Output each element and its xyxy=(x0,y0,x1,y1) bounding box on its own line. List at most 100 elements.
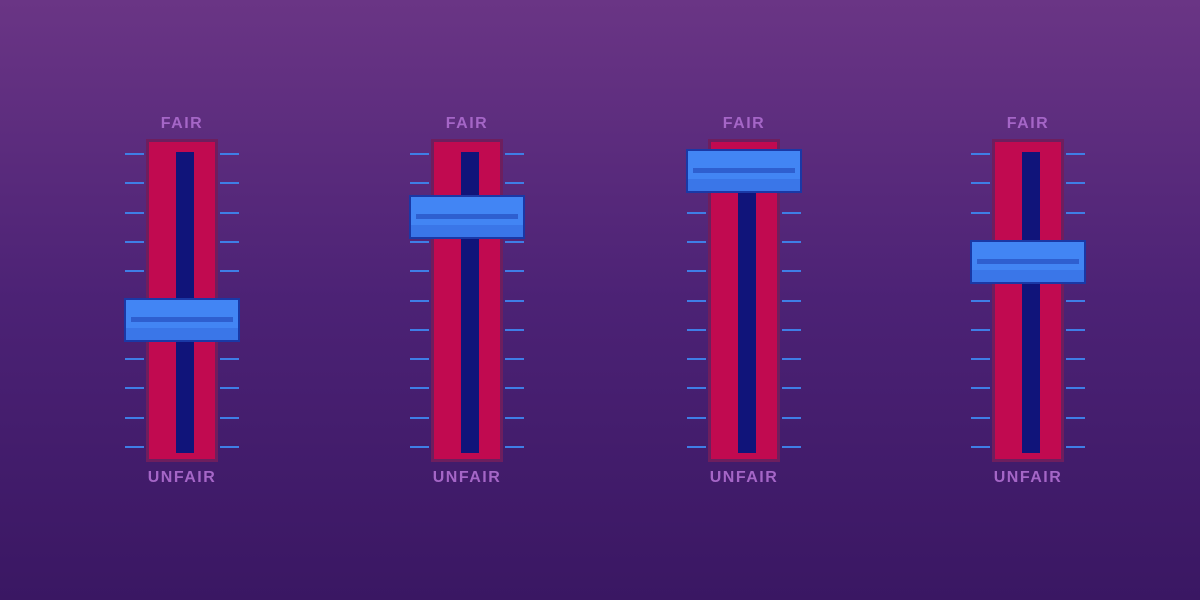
fader-2: FAIR UNFAIR xyxy=(387,0,547,600)
tick-mark xyxy=(971,328,990,331)
tick-mark xyxy=(220,211,239,214)
tick-mark xyxy=(410,387,429,390)
tick-mark xyxy=(1066,387,1085,390)
tick-mark xyxy=(220,358,239,361)
tick-mark xyxy=(505,416,524,419)
tick-mark xyxy=(971,211,990,214)
handle-grip-line xyxy=(416,213,518,219)
tick-mark xyxy=(1066,358,1085,361)
handle-grip-line xyxy=(977,258,1079,264)
tick-mark xyxy=(971,446,990,448)
fader-1-handle[interactable] xyxy=(124,297,240,342)
tick-mark xyxy=(1066,153,1085,155)
tick-mark xyxy=(505,182,524,185)
tick-mark xyxy=(505,299,524,302)
fader-3-unfair-label: UNFAIR xyxy=(709,469,779,486)
fader-1: FAIR UNFAIR xyxy=(102,0,262,600)
tick-mark xyxy=(220,270,239,273)
tick-mark xyxy=(410,446,429,448)
fader-2-unfair-label: UNFAIR xyxy=(432,469,502,486)
tick-mark xyxy=(971,299,990,302)
tick-mark xyxy=(220,182,239,185)
tick-mark xyxy=(687,270,706,273)
tick-mark xyxy=(782,240,801,243)
tick-mark xyxy=(125,211,144,214)
tick-mark xyxy=(505,446,524,448)
tick-mark xyxy=(782,299,801,302)
tick-mark xyxy=(125,153,144,155)
handle-shade xyxy=(688,179,800,192)
tick-mark xyxy=(1066,299,1085,302)
fader-4-fair-label: FAIR xyxy=(1006,115,1050,132)
tick-mark xyxy=(971,387,990,390)
tick-mark xyxy=(220,240,239,243)
tick-mark xyxy=(1066,416,1085,419)
tick-mark xyxy=(687,446,706,448)
tick-mark xyxy=(971,153,990,155)
tick-mark xyxy=(687,240,706,243)
handle-shade xyxy=(411,224,523,237)
tick-mark xyxy=(687,416,706,419)
fader-1-fair-label: FAIR xyxy=(160,115,204,132)
tick-mark xyxy=(782,211,801,214)
fader-4-handle[interactable] xyxy=(970,239,1086,284)
tick-mark xyxy=(1066,328,1085,331)
fader-4: FAIR UNFAIR xyxy=(948,0,1108,600)
tick-mark xyxy=(505,153,524,155)
fader-3-handle[interactable] xyxy=(686,149,802,194)
tick-mark xyxy=(687,358,706,361)
tick-mark xyxy=(410,416,429,419)
handle-shade xyxy=(972,269,1084,282)
tick-mark xyxy=(971,358,990,361)
tick-mark xyxy=(220,153,239,155)
tick-mark xyxy=(1066,182,1085,185)
tick-mark xyxy=(410,358,429,361)
fader-2-track[interactable] xyxy=(431,139,503,462)
tick-mark xyxy=(782,328,801,331)
tick-mark xyxy=(125,387,144,390)
tick-mark xyxy=(125,270,144,273)
tick-mark xyxy=(782,416,801,419)
tick-mark xyxy=(971,416,990,419)
fader-4-slot xyxy=(1022,152,1040,453)
tick-mark xyxy=(125,182,144,185)
tick-mark xyxy=(410,240,429,243)
tick-mark xyxy=(505,387,524,390)
fader-1-unfair-label: UNFAIR xyxy=(147,469,217,486)
tick-mark xyxy=(971,182,990,185)
tick-mark xyxy=(220,416,239,419)
fader-4-track[interactable] xyxy=(992,139,1064,462)
fader-4-unfair-label: UNFAIR xyxy=(993,469,1063,486)
tick-mark xyxy=(782,446,801,448)
handle-grip-line xyxy=(693,168,795,174)
fader-2-handle[interactable] xyxy=(409,194,525,239)
tick-mark xyxy=(125,416,144,419)
tick-mark xyxy=(782,358,801,361)
handle-shade xyxy=(126,327,238,340)
tick-mark xyxy=(410,328,429,331)
tick-mark xyxy=(410,182,429,185)
handle-grip-line xyxy=(131,316,233,322)
tick-mark xyxy=(505,358,524,361)
tick-mark xyxy=(125,358,144,361)
tick-mark xyxy=(220,446,239,448)
tick-mark xyxy=(782,270,801,273)
fader-3-slot xyxy=(738,152,756,453)
tick-mark xyxy=(1066,446,1085,448)
tick-mark xyxy=(410,299,429,302)
tick-mark xyxy=(220,387,239,390)
tick-mark xyxy=(687,328,706,331)
fader-2-fair-label: FAIR xyxy=(445,115,489,132)
tick-mark xyxy=(125,240,144,243)
fader-3-fair-label: FAIR xyxy=(722,115,766,132)
tick-mark xyxy=(125,446,144,448)
fader-3: FAIR UNFAIR xyxy=(664,0,824,600)
tick-mark xyxy=(782,387,801,390)
tick-mark xyxy=(1066,211,1085,214)
tick-mark xyxy=(505,328,524,331)
tick-mark xyxy=(505,240,524,243)
tick-mark xyxy=(687,211,706,214)
tick-mark xyxy=(687,299,706,302)
tick-mark xyxy=(410,153,429,155)
tick-mark xyxy=(505,270,524,273)
